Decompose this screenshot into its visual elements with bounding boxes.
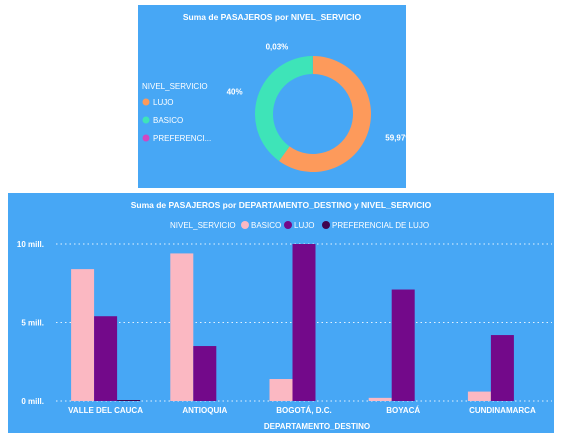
bar-marks — [71, 244, 514, 401]
donut-data-label: 40% — [227, 87, 243, 96]
x-tick-label: BOGOTÁ, D.C. — [276, 406, 332, 415]
x-tick-label: VALLE DEL CAUCA — [68, 406, 143, 415]
donut-chart-panel: Suma de PASAJEROS por NIVEL_SERVICIO NIV… — [138, 5, 406, 188]
y-tick-label: 5 mill. — [21, 319, 44, 328]
x-tick-label: BOYACÁ — [386, 406, 420, 415]
legend-marker-icon — [284, 221, 292, 229]
x-tick-label: ANTIOQUIA — [182, 406, 227, 415]
donut-legend-item: LUJO — [153, 98, 173, 107]
bar-basico — [170, 253, 194, 401]
bar-basico — [368, 397, 392, 401]
bar-lujo — [292, 244, 316, 401]
donut-chart-title: Suma de PASAJEROS por NIVEL_SERVICIO — [182, 12, 362, 22]
donut-legend: LUJO BASICO PREFERENCI... — [142, 98, 211, 143]
y-tick-label: 0 mill. — [21, 397, 44, 406]
bar-legend: BASICO LUJO PREFERENCIAL DE LUJO — [241, 221, 429, 230]
bar-lujo — [490, 335, 514, 401]
legend-marker-icon — [241, 221, 249, 229]
donut-legend-item: PREFERENCI... — [153, 134, 211, 143]
bar-preferencial-de-lujo — [117, 400, 141, 401]
bar-x-tick-labels: VALLE DEL CAUCA ANTIOQUIA BOGOTÁ, D.C. BOYA… — [68, 406, 536, 415]
legend-marker-icon — [142, 116, 150, 124]
legend-marker-icon — [322, 221, 330, 229]
bar-lujo — [94, 316, 118, 401]
bar-legend-title: NIVEL_SERVICIO — [170, 221, 236, 230]
bar-basico — [269, 379, 293, 401]
donut-legend-item: BASICO — [153, 116, 183, 125]
legend-marker-icon — [142, 98, 150, 106]
donut-slice-basico — [255, 56, 313, 161]
bar-legend-item: PREFERENCIAL DE LUJO — [332, 221, 429, 230]
legend-marker-icon — [142, 134, 150, 142]
bar-chart-panel: Suma de PASAJEROS por DEPARTAMENTO_DESTI… — [8, 193, 554, 433]
donut-slice-lujo — [278, 56, 371, 172]
bar-lujo — [193, 346, 217, 401]
donut-slices — [255, 56, 371, 172]
donut-legend-title: NIVEL_SERVICIO — [142, 82, 208, 91]
bar-basico — [71, 269, 95, 401]
bar-basico — [467, 391, 491, 401]
donut-data-label: 59,97% — [385, 133, 406, 142]
donut-data-label: 0,03% — [266, 42, 289, 51]
bar-x-axis-label: DEPARTAMENTO_DESTINO — [264, 422, 370, 431]
bar-chart-title: Suma de PASAJEROS por DEPARTAMENTO_DESTI… — [130, 200, 432, 210]
bar-legend-item: BASICO — [251, 221, 281, 230]
bar-lujo — [391, 289, 415, 401]
x-tick-label: CUNDINAMARCA — [469, 406, 536, 415]
y-tick-label: 10 mill. — [17, 240, 44, 249]
donut-data-labels: 59,97% 40% 0,03% — [227, 42, 406, 142]
bar-chart: NIVEL_SERVICIO BASICO LUJO PREFERENCIAL DE… — [17, 221, 552, 431]
donut-chart: NIVEL_SERVICIO LUJO BASICO PREFERENCI... 5… — [142, 42, 406, 172]
bar-legend-item: LUJO — [294, 221, 314, 230]
